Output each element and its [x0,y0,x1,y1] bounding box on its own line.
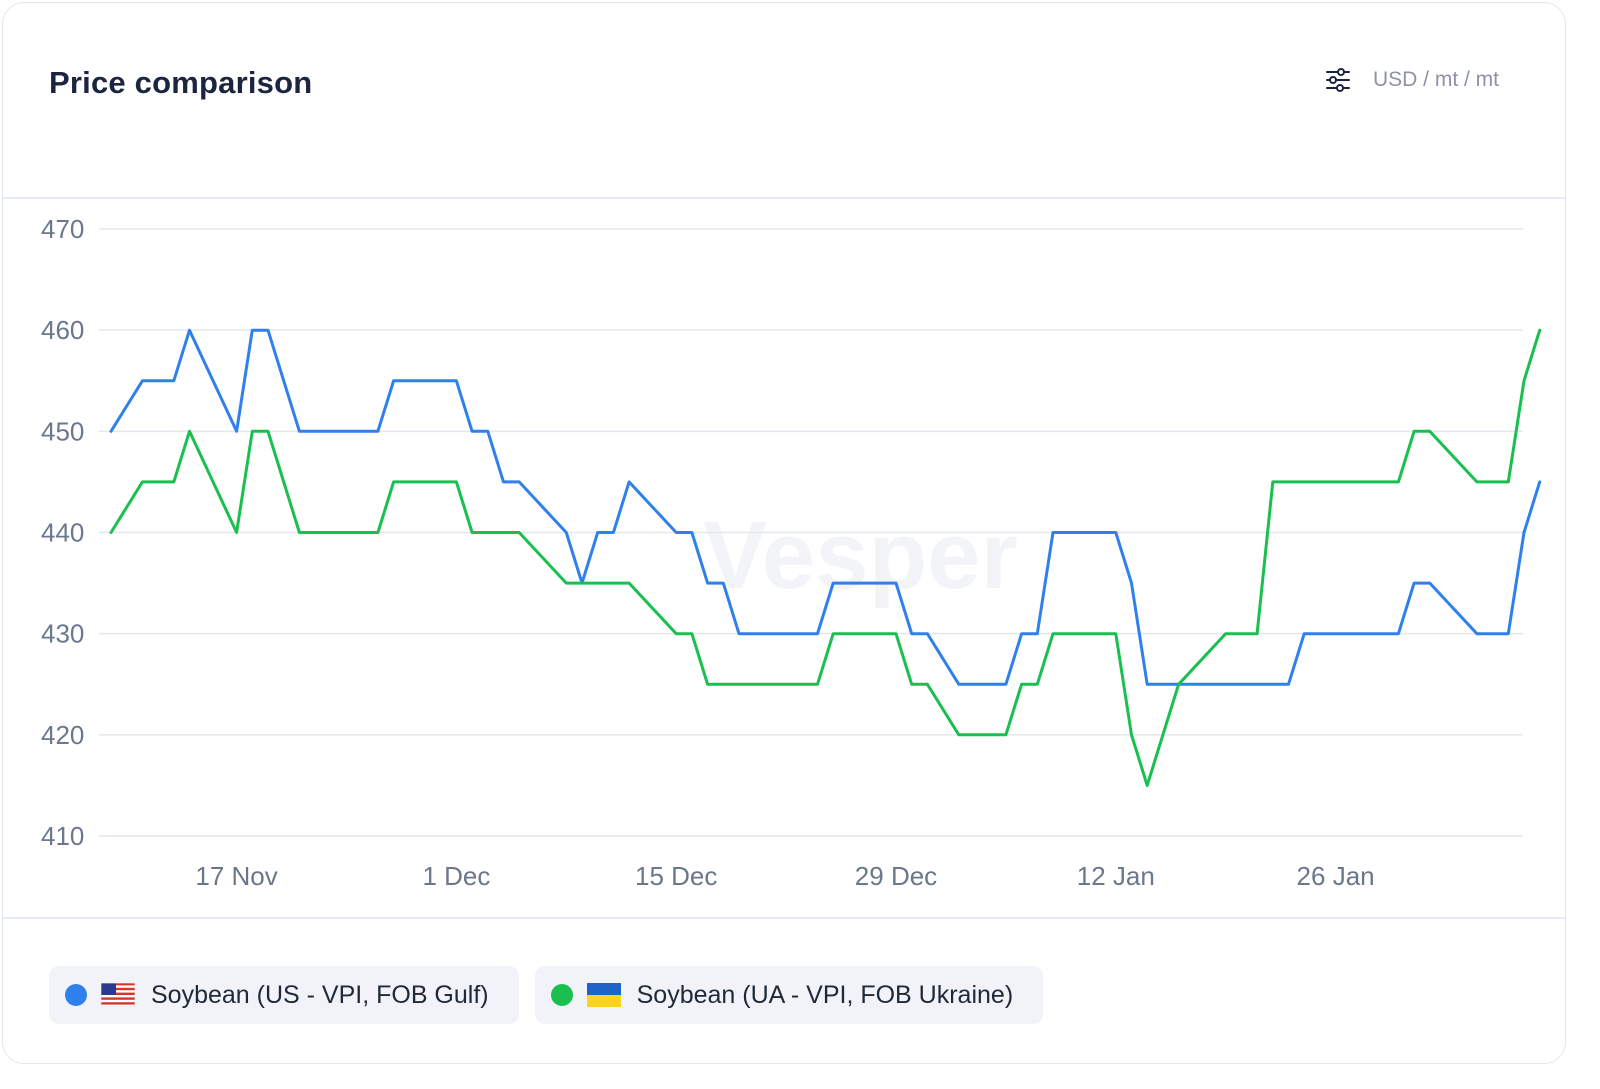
x-axis: 17 Nov 1 Dec 15 Dec 29 Dec 12 Jan 26 Jan [195,861,1374,891]
y-axis: 470 460 450 440 430 420 410 [41,214,84,851]
page-title: Price comparison [49,65,313,100]
legend-divider [3,917,1565,919]
legend-label: Soybean (UA - VPI, FOB Ukraine) [636,980,1014,1009]
y-tick-label: 420 [41,720,84,750]
series-dot-icon [65,984,87,1006]
x-tick-label: 29 Dec [855,861,937,891]
y-tick-label: 470 [41,214,84,244]
x-tick-label: 12 Jan [1077,861,1155,891]
x-tick-label: 17 Nov [195,861,277,891]
legend-item-ua[interactable]: Soybean (UA - VPI, FOB Ukraine) [534,966,1044,1024]
legend: Soybean (US - VPI, FOB Gulf) Soybean (UA… [49,966,1044,1024]
y-tick-label: 430 [41,619,84,649]
unit-selector[interactable]: USD / mt / mt [1325,67,1499,93]
header-divider [3,197,1565,199]
series-line-1 [109,328,1542,787]
x-tick-label: 26 Jan [1297,861,1375,891]
y-tick-label: 450 [41,416,84,446]
price-comparison-card: Price comparison USD / mt / mt Vesper 47… [2,2,1566,1064]
ua-flag-icon [586,983,621,1007]
watermark: Vesper [703,502,1018,609]
series-dot-icon [550,984,573,1006]
x-tick-label: 15 Dec [635,861,717,891]
y-tick-label: 440 [41,518,84,548]
legend-label: Soybean (US - VPI, FOB Gulf) [151,980,489,1009]
y-tick-label: 460 [41,315,84,345]
legend-item-us[interactable]: Soybean (US - VPI, FOB Gulf) [49,966,519,1024]
series-lines [109,328,1542,787]
price-line-chart: Vesper 470 460 450 440 430 420 410 17 Nov 1 Dec… [41,214,1542,891]
x-tick-label: 1 Dec [422,861,490,891]
unit-label: USD / mt / mt [1373,68,1499,91]
sliders-icon[interactable] [1325,67,1351,93]
us-flag-icon [101,983,135,1007]
y-tick-label: 410 [41,821,84,851]
series-line-0 [109,328,1542,686]
